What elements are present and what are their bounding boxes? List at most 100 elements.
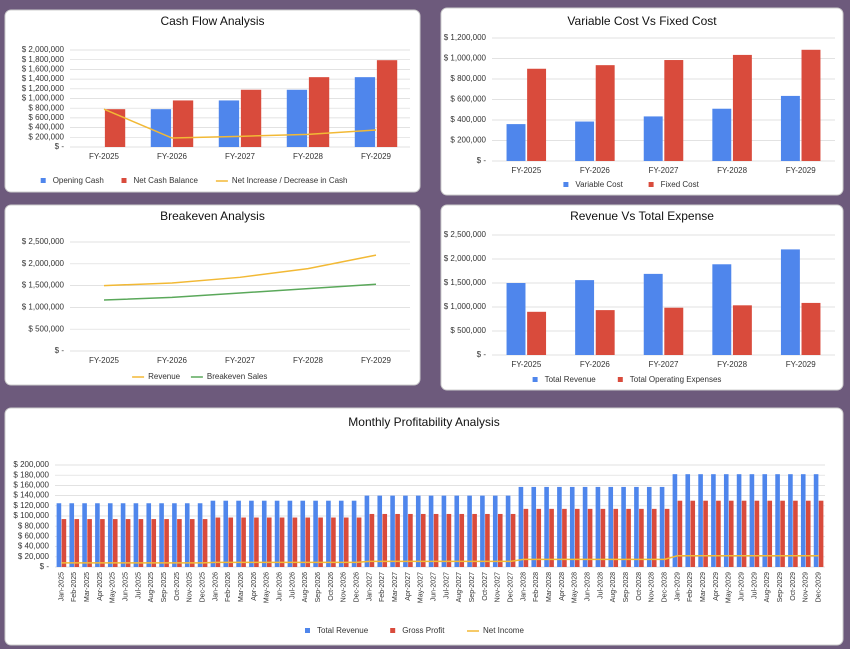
bar <box>133 503 139 567</box>
bar <box>318 517 323 567</box>
x-tick-label: May-2025 <box>110 572 117 603</box>
line <box>61 555 819 564</box>
bar <box>107 503 113 567</box>
x-tick-label: Nov-2026 <box>341 572 348 602</box>
x-tick-label: Jul-2026 <box>289 572 296 599</box>
bar <box>184 503 190 567</box>
bar <box>326 500 331 567</box>
bar <box>172 503 177 567</box>
legend-swatch <box>121 178 127 183</box>
bar <box>569 486 575 567</box>
legend-label: Total Revenue <box>545 375 597 384</box>
x-tick-label: FY-2027 <box>649 360 680 369</box>
bar <box>69 503 75 567</box>
legend-swatch <box>648 182 654 187</box>
y-tick-label: $ 200,000 <box>450 136 486 145</box>
x-tick-label: Apr-2026 <box>251 572 258 601</box>
x-tick-label: Aug-2026 <box>302 572 309 602</box>
bar <box>712 264 732 355</box>
x-tick-label: Dec-2028 <box>661 572 668 602</box>
bar <box>805 500 811 567</box>
bar <box>485 513 490 567</box>
bar <box>177 519 182 567</box>
y-tick-label: $ 1,400,000 <box>22 74 65 83</box>
bar <box>506 124 526 161</box>
bar <box>390 495 395 567</box>
bar <box>274 500 280 567</box>
bar <box>801 302 821 355</box>
legend-swatch <box>532 377 538 382</box>
bar <box>150 109 172 147</box>
x-tick-label: Apr-2025 <box>97 572 104 601</box>
y-tick-label: $ 1,200,000 <box>444 33 487 42</box>
bar <box>639 508 644 567</box>
line <box>103 254 377 287</box>
x-tick-label: Jan-2026 <box>212 572 219 601</box>
bar <box>523 508 529 567</box>
x-tick-label: Sep-2026 <box>315 572 322 602</box>
y-tick-label: $ 60,000 <box>18 532 50 541</box>
x-tick-label: Mar-2026 <box>238 572 245 602</box>
y-tick-label: $ 160,000 <box>13 481 49 490</box>
x-tick-label: May-2027 <box>418 572 425 603</box>
bar <box>354 77 376 147</box>
bar <box>331 517 336 567</box>
bar <box>510 513 516 567</box>
x-tick-label: Jun-2029 <box>738 572 745 601</box>
x-tick-label: Jun-2026 <box>276 572 283 601</box>
x-tick-label: Feb-2025 <box>71 572 78 602</box>
bar <box>712 108 732 161</box>
chart-title: Breakeven Analysis <box>160 209 265 223</box>
bar <box>82 503 87 567</box>
line <box>103 108 377 139</box>
x-tick-label: Jan-2027 <box>366 572 373 601</box>
bar <box>467 495 472 567</box>
bar <box>634 486 639 567</box>
x-tick-label: Jan-2028 <box>520 572 527 601</box>
x-tick-label: Sep-2029 <box>777 572 784 602</box>
x-tick-label: FY-2028 <box>717 166 748 175</box>
x-tick-label: Dec-2029 <box>815 572 822 602</box>
x-tick-label: Nov-2028 <box>649 572 656 602</box>
bar <box>472 513 477 567</box>
y-tick-label: $ 600,000 <box>28 113 64 122</box>
x-tick-label: Feb-2028 <box>533 572 540 602</box>
bar <box>677 500 683 567</box>
x-tick-label: FY-2027 <box>225 356 256 365</box>
legend-swatch <box>390 628 396 633</box>
legend-swatch <box>305 628 310 633</box>
bar <box>356 517 362 567</box>
y-tick-label: $ 180,000 <box>13 470 49 479</box>
x-tick-label: Mar-2028 <box>546 572 553 602</box>
x-tick-label: Apr-2027 <box>405 572 412 601</box>
bar <box>595 310 615 355</box>
bar <box>801 49 821 161</box>
bar <box>582 486 588 567</box>
bar <box>87 519 92 567</box>
x-tick-label: Feb-2027 <box>379 572 386 602</box>
y-tick-label: $ - <box>55 142 65 151</box>
x-tick-label: Aug-2028 <box>610 572 617 602</box>
y-tick-label: $ - <box>477 350 487 359</box>
bar <box>159 503 164 567</box>
bar <box>313 500 318 567</box>
bar <box>780 249 800 355</box>
bar <box>664 307 684 355</box>
y-tick-label: $ 2,000,000 <box>22 259 65 268</box>
chart-title: Cash Flow Analysis <box>160 14 264 28</box>
x-tick-label: Jul-2027 <box>443 572 450 599</box>
bar <box>651 508 657 567</box>
bar <box>441 495 447 567</box>
bar <box>595 486 601 567</box>
x-tick-label: Jan-2025 <box>58 572 65 601</box>
bar <box>575 121 595 161</box>
bar <box>74 519 80 567</box>
x-tick-label: Nov-2025 <box>187 572 194 602</box>
bar <box>286 89 308 147</box>
bar <box>613 508 619 567</box>
bar <box>377 495 383 567</box>
x-tick-label: Mar-2029 <box>700 572 707 602</box>
x-tick-label: FY-2029 <box>361 356 392 365</box>
y-tick-label: $ 20,000 <box>18 552 50 561</box>
